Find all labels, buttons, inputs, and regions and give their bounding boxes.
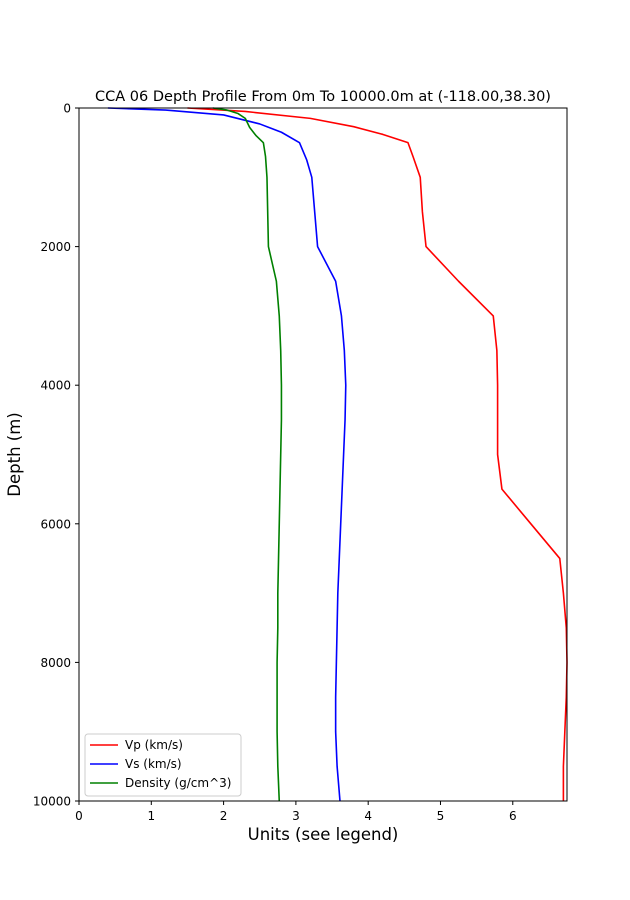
legend: Vp (km/s) Vs (km/s) Density (g/cm^3) [84, 733, 242, 797]
y-tick-label: 0 [63, 102, 71, 116]
series-line-2 [212, 107, 283, 802]
legend-label-2: Density (g/cm^3) [125, 776, 231, 790]
y-tick-label: 2000 [40, 240, 71, 254]
x-axis-label: Units (see legend) [248, 825, 399, 844]
chart-title: CCA 06 Depth Profile From 0m To 10000.0m… [95, 89, 551, 105]
legend-items: Vp (km/s) Vs (km/s) Density (g/cm^3) [90, 738, 231, 790]
y-axis-label: Depth (m) [5, 412, 24, 496]
series-line-1 [107, 107, 347, 802]
x-tick-label: 1 [147, 809, 155, 823]
y-axis-ticks: 0 2000 4000 6000 8000 10000 [33, 102, 79, 809]
x-axis-ticks: 0 1 2 3 4 5 6 [75, 801, 517, 823]
axes-frame [78, 107, 568, 802]
legend-label-1: Vs (km/s) [125, 757, 182, 771]
y-tick-label: 4000 [40, 379, 71, 393]
x-tick-label: 3 [292, 809, 300, 823]
x-tick-label: 5 [437, 809, 445, 823]
y-tick-label: 6000 [40, 517, 71, 531]
y-tick-label: 10000 [33, 795, 71, 809]
x-tick-label: 2 [220, 809, 228, 823]
x-tick-label: 6 [509, 809, 517, 823]
legend-label-0: Vp (km/s) [125, 738, 183, 752]
x-tick-label: 4 [364, 809, 372, 823]
legend-box [84, 733, 242, 797]
y-tick-label: 8000 [40, 656, 71, 670]
x-tick-label: 0 [75, 809, 83, 823]
plot-area [78, 107, 568, 802]
